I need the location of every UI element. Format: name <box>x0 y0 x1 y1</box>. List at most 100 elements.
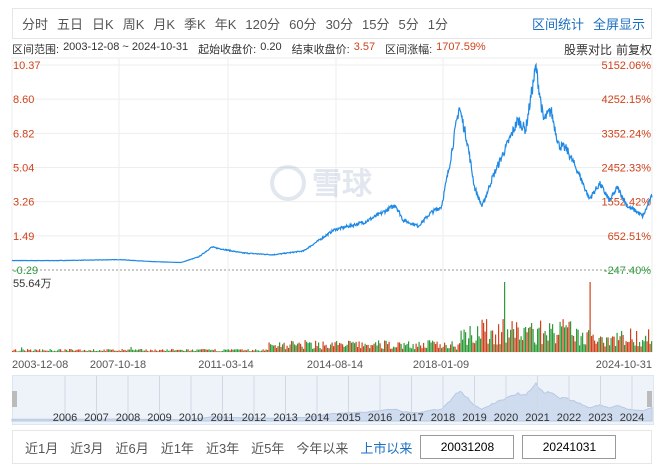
volume-bar <box>183 350 185 352</box>
period-tab[interactable]: 5分 <box>398 17 419 32</box>
volume-bar <box>472 342 474 352</box>
navigator-year: 2010 <box>179 412 203 424</box>
volume-bar <box>559 321 561 352</box>
period-tab[interactable]: 30分 <box>325 17 354 32</box>
volume-bar <box>517 327 519 352</box>
period-tab[interactable]: 周K <box>122 17 145 32</box>
interval-stats-button[interactable]: 区间统计 <box>531 17 584 32</box>
volume-bar <box>18 351 20 352</box>
volume-bar <box>505 342 507 352</box>
volume-bar <box>481 319 483 352</box>
x-tick-label: 2007-10-18 <box>90 359 146 371</box>
volume-bar <box>69 349 71 352</box>
period-tab[interactable]: 日K <box>92 17 114 32</box>
volume-bar <box>190 350 192 352</box>
volume-bar <box>601 337 603 352</box>
volume-bar <box>361 342 363 352</box>
volume-bar <box>333 346 335 352</box>
navigator-right-handle[interactable] <box>647 391 652 407</box>
volume-bar <box>511 321 513 352</box>
range-button[interactable]: 上市以来 <box>360 440 413 456</box>
change-value: 1707.59% <box>436 41 486 53</box>
period-tab[interactable]: 120分 <box>245 17 281 32</box>
volume-bar <box>108 349 110 352</box>
volume-bar <box>547 340 549 352</box>
volume-bar <box>334 342 336 352</box>
volume-bar <box>450 344 452 352</box>
volume-bar <box>490 330 492 352</box>
volume-bar <box>220 351 222 352</box>
period-tab[interactable]: 60分 <box>289 17 317 32</box>
volume-bar <box>279 342 281 352</box>
navigator-left-handle[interactable] <box>12 391 17 407</box>
volume-bar <box>508 337 510 352</box>
volume-bar <box>363 346 365 352</box>
adjust-button[interactable]: 前复权 <box>615 43 652 57</box>
volume-bar <box>550 328 552 352</box>
range-button[interactable]: 近3年 <box>205 440 240 456</box>
volume-bar <box>537 328 539 352</box>
volume-bar <box>430 342 432 352</box>
volume-bar <box>135 349 137 352</box>
volume-bar <box>394 347 396 352</box>
volume-bar <box>163 350 165 352</box>
volume-bar <box>172 349 174 352</box>
volume-bar <box>12 350 14 352</box>
stock-compare-button[interactable]: 股票对比 <box>563 43 612 57</box>
period-tab[interactable]: 五日 <box>57 17 84 32</box>
range-button[interactable]: 近5年 <box>251 440 285 456</box>
volume-bar <box>118 350 120 352</box>
y2-tick-label: 2452.33% <box>601 163 651 175</box>
volume-bar <box>460 330 462 352</box>
y2-tick-label: 652.51% <box>608 231 652 243</box>
volume-bar <box>211 349 213 352</box>
volume-bar <box>406 343 408 352</box>
volume-bar <box>205 349 207 352</box>
volume-bar <box>340 343 342 352</box>
start-date-input[interactable] <box>420 435 515 459</box>
volume-bar <box>573 335 575 352</box>
volume-bar <box>616 332 618 352</box>
range-button[interactable]: 近6月 <box>115 440 149 456</box>
period-tab[interactable]: 15分 <box>362 17 390 32</box>
range-button[interactable]: 近3月 <box>70 440 104 456</box>
volume-bar <box>538 327 540 352</box>
volume-bar <box>231 349 233 352</box>
volume-bar <box>339 342 341 352</box>
volume-bar <box>76 349 78 352</box>
volume-bar <box>75 350 77 352</box>
range-button[interactable]: 今年以来 <box>296 440 349 456</box>
end-date-input[interactable] <box>522 435 617 459</box>
volume-bar <box>27 349 29 352</box>
volume-bar <box>46 350 48 352</box>
period-tab[interactable]: 分时 <box>22 17 49 32</box>
y-tick-label: 5.04 <box>13 163 34 175</box>
volume-bar <box>103 349 105 352</box>
period-tab[interactable]: 1分 <box>427 17 448 32</box>
volume-bar <box>595 343 597 352</box>
volume-bar <box>168 350 170 352</box>
start-label: 起始收盘价: <box>198 44 257 56</box>
x-tick-label: 2011-03-14 <box>198 359 253 371</box>
volume-bar <box>151 350 153 352</box>
fullscreen-button[interactable]: 全屏显示 <box>592 17 645 32</box>
volume-bar <box>526 332 528 352</box>
volume-bar <box>399 342 401 352</box>
volume-bar <box>115 350 117 352</box>
volume-bar <box>198 349 200 352</box>
volume-bar <box>120 350 122 352</box>
volume-bar <box>388 341 390 352</box>
volume-bar <box>244 349 246 352</box>
volume-bar <box>529 326 531 352</box>
volume-bar <box>553 333 555 352</box>
volume-bar <box>321 349 323 352</box>
volume-bar <box>345 346 347 352</box>
volume-bar <box>441 348 443 352</box>
volume-bar <box>171 349 173 352</box>
period-tab[interactable]: 季K <box>184 17 206 32</box>
volume-bar <box>147 350 149 352</box>
range-button[interactable]: 近1年 <box>160 440 194 456</box>
period-tab[interactable]: 年K <box>214 17 237 32</box>
range-button[interactable]: 近1月 <box>25 440 59 456</box>
period-tab[interactable]: 月K <box>153 17 176 32</box>
